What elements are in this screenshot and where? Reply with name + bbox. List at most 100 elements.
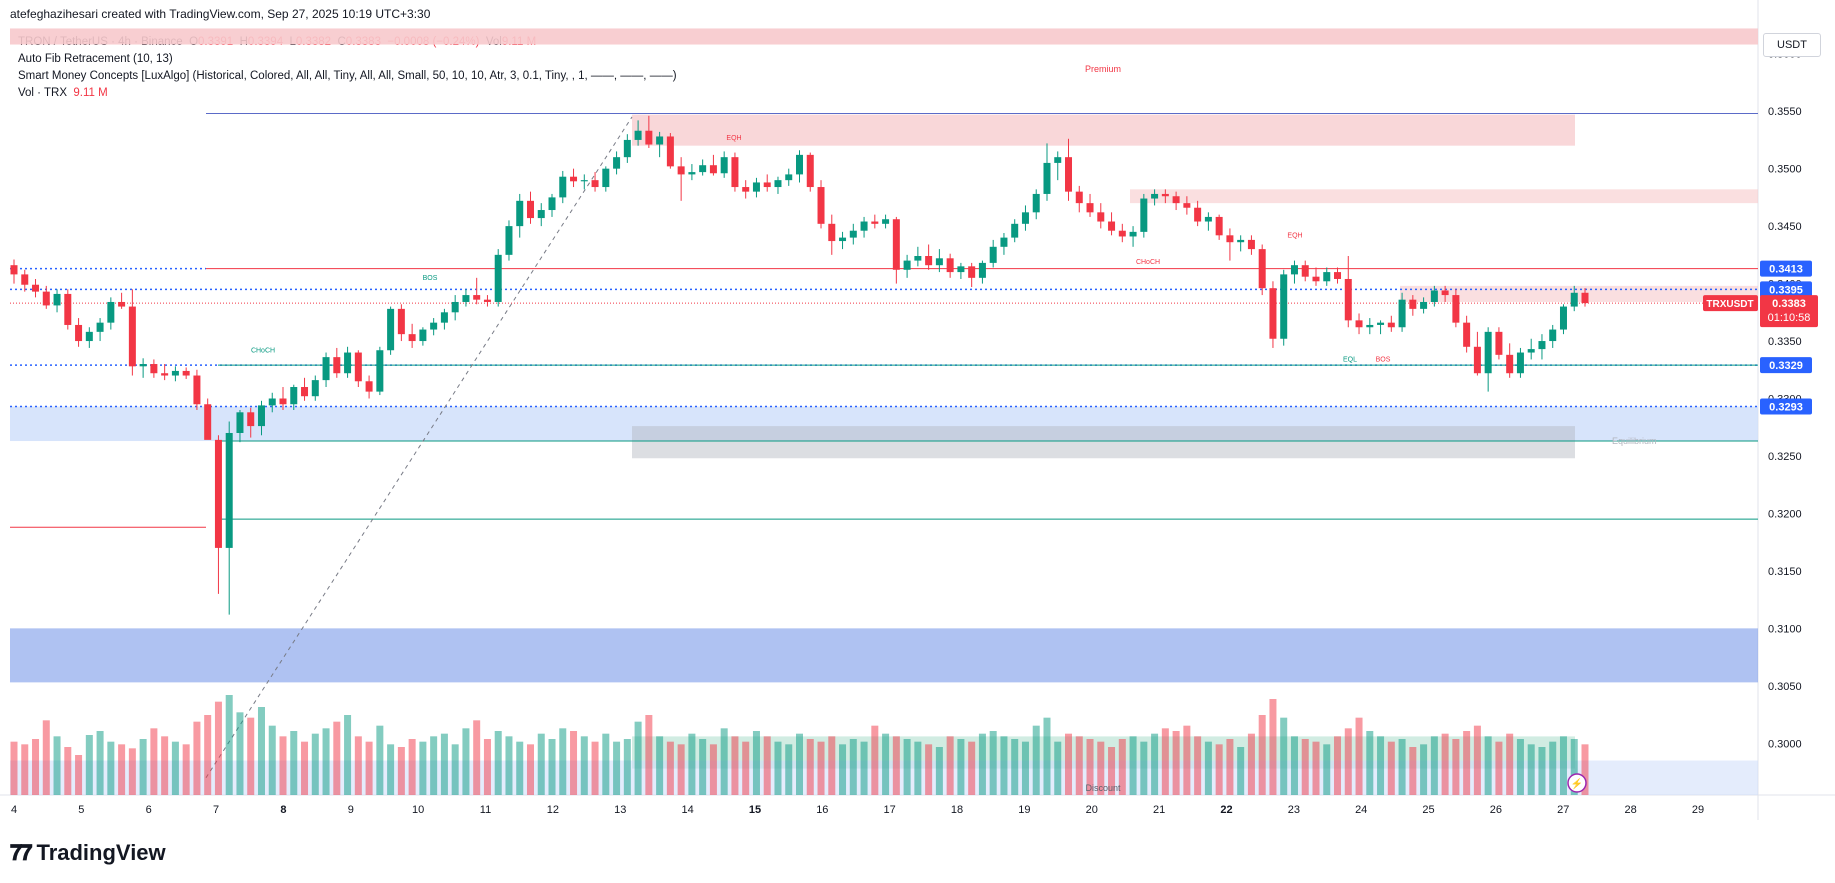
price-tick-label: 0.3350 bbox=[1768, 336, 1802, 348]
candle-body bbox=[1506, 354, 1514, 374]
candle-body bbox=[505, 226, 513, 255]
candle-body bbox=[871, 221, 879, 224]
volume-bar bbox=[75, 755, 83, 795]
candle-body bbox=[1194, 207, 1202, 222]
time-tick-label: 8 bbox=[280, 804, 286, 816]
volume-bar bbox=[817, 741, 825, 795]
equilibrium-zone bbox=[632, 426, 1575, 459]
candle-body bbox=[257, 405, 265, 427]
volume-bar bbox=[925, 744, 933, 795]
volume-bar bbox=[1043, 717, 1051, 795]
volume-bar bbox=[387, 744, 395, 795]
candle-body bbox=[613, 157, 621, 169]
premium-label: Premium bbox=[1085, 64, 1121, 74]
volume-bar bbox=[1366, 731, 1374, 795]
time-tick-label: 25 bbox=[1422, 804, 1434, 816]
candle-body bbox=[408, 334, 416, 342]
volume-bar bbox=[914, 741, 922, 795]
volume-bar bbox=[1204, 741, 1212, 795]
candle-body bbox=[666, 136, 674, 167]
volume-bar bbox=[677, 744, 685, 795]
chart-legend: TRON / TetherUS · 4h · Binance O0.3391 H… bbox=[18, 34, 677, 102]
candle-body bbox=[1204, 216, 1212, 222]
volume-bar bbox=[118, 744, 126, 795]
candle-body bbox=[731, 157, 739, 188]
eqh-label: EQH bbox=[726, 135, 741, 142]
volume-bar bbox=[1463, 731, 1471, 795]
candle-body bbox=[171, 370, 179, 376]
candle-body bbox=[1043, 162, 1051, 194]
volume-bar bbox=[204, 715, 212, 795]
candle-body bbox=[1430, 290, 1438, 302]
volume-bar bbox=[171, 741, 179, 795]
volume-bar bbox=[1409, 747, 1417, 795]
candle-body bbox=[301, 387, 309, 397]
volume-bar bbox=[1290, 736, 1298, 795]
candle-body bbox=[591, 180, 599, 188]
candle-body bbox=[1215, 216, 1223, 236]
time-tick-label: 15 bbox=[749, 804, 761, 816]
candle-body bbox=[925, 256, 933, 266]
price-level-tag-text: 0.3413 bbox=[1769, 264, 1803, 276]
volume-bar bbox=[548, 739, 556, 795]
candle-body bbox=[225, 432, 233, 548]
volume-bar bbox=[1151, 733, 1159, 795]
volume-bar bbox=[150, 728, 158, 795]
candle-body bbox=[279, 398, 287, 405]
time-tick-label: 23 bbox=[1288, 804, 1300, 816]
time-tick-label: 9 bbox=[348, 804, 354, 816]
candle-body bbox=[247, 412, 255, 427]
price-tick-label: 0.3100 bbox=[1768, 623, 1802, 635]
candle-body bbox=[699, 165, 707, 173]
chart-creator-caption: atefeghazihesari created with TradingVie… bbox=[10, 7, 431, 21]
indicator-fib[interactable]: Auto Fib Retracement (10, 13) bbox=[18, 53, 173, 65]
time-tick-label: 4 bbox=[11, 804, 17, 816]
candle-body bbox=[1247, 239, 1255, 250]
volume-bar bbox=[935, 747, 943, 795]
indicator-volume[interactable]: Vol · TRX 9.11 M bbox=[18, 85, 677, 102]
volume-bar bbox=[376, 725, 384, 795]
volume-bar bbox=[623, 739, 631, 795]
candle-body bbox=[516, 200, 524, 227]
time-tick-label: 7 bbox=[213, 804, 219, 816]
candle-body bbox=[957, 266, 965, 273]
volume-bar bbox=[419, 741, 427, 795]
volume-bar bbox=[570, 731, 578, 795]
supply-zone-2 bbox=[1400, 285, 1758, 302]
volume-bar bbox=[709, 744, 717, 795]
currency-selector[interactable]: USDT bbox=[1763, 33, 1821, 57]
time-tick-label: 12 bbox=[547, 804, 559, 816]
volume-bar bbox=[1054, 741, 1062, 795]
volume-bar bbox=[505, 736, 513, 795]
candle-body bbox=[1420, 301, 1428, 309]
volume-bar bbox=[96, 731, 104, 795]
candle-body bbox=[344, 352, 352, 374]
volume-bar bbox=[978, 733, 986, 795]
time-tick-label: 10 bbox=[412, 804, 424, 816]
candle-body bbox=[182, 370, 190, 376]
volume-bar bbox=[1301, 739, 1309, 795]
candle-body bbox=[1581, 292, 1589, 304]
volume-bar bbox=[473, 720, 481, 795]
last-price-text: 0.3383 bbox=[1772, 298, 1806, 310]
volume-bar bbox=[1344, 728, 1352, 795]
volume-bar bbox=[785, 744, 793, 795]
price-tick-label: 0.3250 bbox=[1768, 451, 1802, 463]
price-tick-label: 0.3150 bbox=[1768, 566, 1802, 578]
volume-bar bbox=[1387, 741, 1395, 795]
indicator-smc[interactable]: Smart Money Concepts [LuxAlgo] (Historic… bbox=[18, 70, 677, 82]
candle-body bbox=[1355, 320, 1363, 328]
candle-body bbox=[204, 404, 212, 440]
volume-bar bbox=[440, 733, 448, 795]
volume-bar bbox=[1312, 741, 1320, 795]
candle-body bbox=[118, 301, 126, 307]
candle-body bbox=[559, 176, 567, 198]
candle-body bbox=[1151, 193, 1159, 199]
volume-bar bbox=[1021, 741, 1029, 795]
candle-body bbox=[1366, 324, 1374, 328]
volume-bar bbox=[559, 728, 567, 795]
volume-bar bbox=[322, 728, 330, 795]
volume-bar bbox=[1108, 747, 1116, 795]
volume-bar bbox=[602, 733, 610, 795]
